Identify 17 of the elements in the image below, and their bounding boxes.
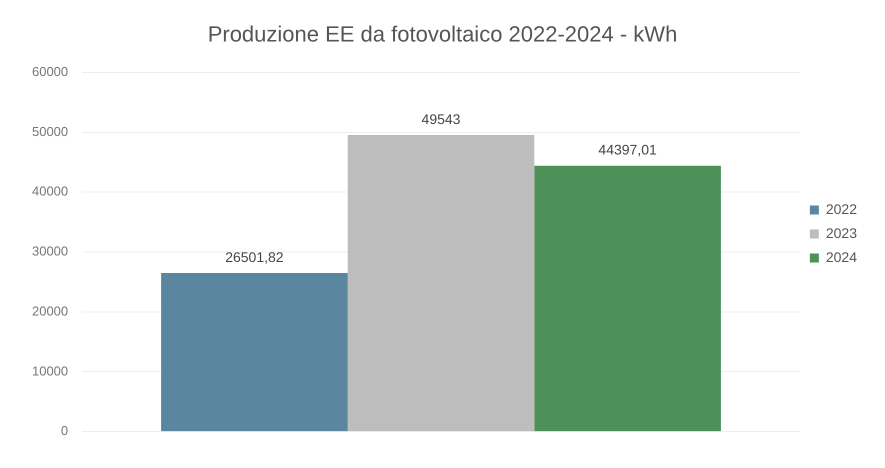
bar bbox=[348, 135, 534, 432]
data-label: 44397,01 bbox=[598, 142, 658, 158]
legend-label: 2024 bbox=[826, 248, 858, 265]
y-tick-label: 20000 bbox=[32, 303, 68, 318]
y-tick-label: 50000 bbox=[32, 124, 68, 139]
data-label: 26501,82 bbox=[225, 248, 284, 265]
y-tick-label: 40000 bbox=[32, 184, 68, 199]
legend-label: 2023 bbox=[826, 224, 858, 241]
y-tick-label: 10000 bbox=[32, 363, 68, 378]
bar bbox=[161, 272, 348, 432]
chart-title: Produzione EE da fotovoltaico 2022-2024 - kWh bbox=[208, 21, 678, 46]
y-tick-label: 30000 bbox=[32, 244, 68, 259]
bar bbox=[534, 166, 721, 432]
data-label: 49543 bbox=[422, 110, 461, 127]
y-tick-label: 60000 bbox=[32, 64, 68, 79]
legend-label: 2022 bbox=[826, 200, 858, 217]
y-tick-label: 0 bbox=[60, 423, 68, 438]
